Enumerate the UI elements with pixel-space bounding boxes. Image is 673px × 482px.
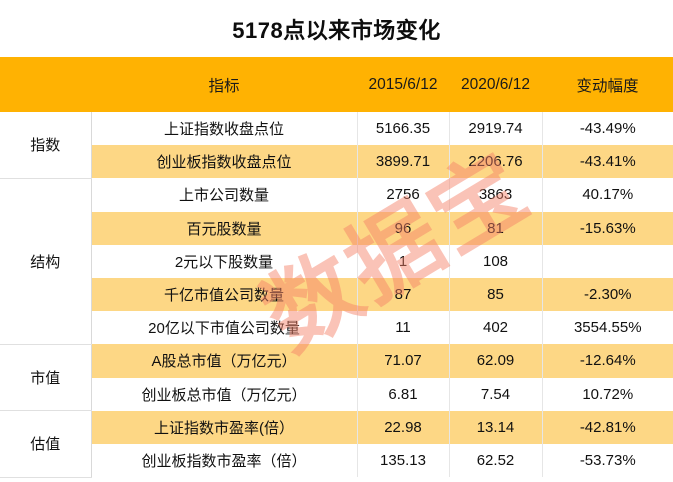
cell-indicator: 创业板指数市盈率（倍） (91, 443, 358, 478)
cell-value-2020: 7.54 (449, 377, 543, 411)
column-header-2020: 2020/6/12 (449, 57, 542, 112)
cell-value-2015: 3899.71 (357, 145, 450, 179)
cell-value-2020: 108 (449, 244, 543, 278)
cell-indicator: 上证指数收盘点位 (91, 112, 358, 146)
cell-indicator: 20亿以下市值公司数量 (91, 311, 358, 345)
cell-indicator: 上市公司数量 (91, 178, 358, 212)
cell-value-2015: 96 (357, 211, 450, 245)
cell-value-2015: 22.98 (357, 410, 450, 444)
page-title: 5178点以来市场变化 (232, 17, 441, 43)
table-row: 市值 A股总市值（万亿元） 71.07 62.09 -12.64% (0, 344, 673, 412)
title-area: 5178点以来市场变化 (0, 0, 673, 57)
cell-change: -43.41% (542, 145, 673, 179)
cell-value-2020: 81 (449, 211, 543, 245)
cell-change: -2.30% (542, 277, 673, 312)
cell-change: -42.81% (542, 410, 673, 444)
cell-value-2015: 2756 (357, 178, 450, 212)
cell-indicator: 千亿市值公司数量 (91, 277, 358, 312)
row-group-label-2: 结构 (0, 178, 92, 345)
cell-value-2020: 13.14 (449, 410, 543, 444)
cell-value-2015: 135.13 (357, 443, 450, 478)
table-header: 指标 2015/6/12 2020/6/12 变动幅度 (0, 57, 673, 112)
cell-value-2015: 71.07 (357, 344, 450, 378)
table-row: 创业板指数市盈率（倍） 135.13 62.52 -53.73% (0, 443, 673, 478)
cell-change: -15.63% (542, 211, 673, 245)
cell-value-2020: 3863 (449, 178, 543, 212)
table-row: 创业板总市值（万亿元） 6.81 7.54 10.72% (0, 377, 673, 411)
cell-value-2020: 85 (449, 277, 543, 312)
table-body: 指数 上证指数收盘点位 5166.35 2919.74 -43.49% 创业板指数收盘点位… (0, 112, 673, 478)
row-group-label-7: 市值 (0, 344, 92, 412)
cell-change (542, 244, 673, 278)
cell-change: -12.64% (542, 344, 673, 378)
table-row: 指数 上证指数收盘点位 5166.35 2919.74 -43.49% (0, 112, 673, 179)
cell-value-2015: 11 (357, 311, 450, 345)
cell-indicator: 2元以下股数量 (91, 244, 358, 278)
cell-change: -53.73% (542, 443, 673, 478)
cell-change: 3554.55% (542, 311, 673, 345)
cell-change: 40.17% (542, 178, 673, 212)
table-row: 2元以下股数量 1 108 (0, 244, 673, 278)
table-row: 千亿市值公司数量 87 85 -2.30% (0, 277, 673, 312)
table-row: 创业板指数收盘点位 3899.71 2206.76 -43.41% (0, 145, 673, 179)
cell-value-2020: 62.09 (449, 344, 543, 378)
cell-indicator: 百元股数量 (91, 211, 358, 245)
cell-value-2015: 5166.35 (357, 112, 450, 146)
column-header-2015: 2015/6/12 (357, 57, 449, 112)
cell-value-2020: 402 (449, 311, 543, 345)
column-header-category (0, 57, 91, 112)
table-row: 估值 上证指数市盈率(倍） 22.98 13.14 -42.81% (0, 410, 673, 478)
column-header-change: 变动幅度 (542, 57, 673, 112)
cell-value-2020: 62.52 (449, 443, 543, 478)
cell-value-2020: 2919.74 (449, 112, 543, 146)
table-header-row: 指标 2015/6/12 2020/6/12 变动幅度 (0, 57, 673, 112)
table-row: 结构 上市公司数量 2756 3863 40.17% (0, 178, 673, 345)
cell-value-2020: 2206.76 (449, 145, 543, 179)
column-header-indicator: 指标 (91, 57, 357, 112)
market-change-table: 指标 2015/6/12 2020/6/12 变动幅度 指数 上证指数收盘点位 51… (0, 57, 673, 478)
table-row: 百元股数量 96 81 -15.63% (0, 211, 673, 245)
table-row: 20亿以下市值公司数量 11 402 3554.55% (0, 311, 673, 345)
row-group-label-0: 指数 (0, 112, 92, 179)
cell-indicator: A股总市值（万亿元） (91, 344, 358, 378)
cell-change: -43.49% (542, 112, 673, 146)
cell-change: 10.72% (542, 377, 673, 411)
cell-value-2015: 6.81 (357, 377, 450, 411)
cell-indicator: 上证指数市盈率(倍） (91, 410, 358, 444)
cell-indicator: 创业板指数收盘点位 (91, 145, 358, 179)
row-group-label-9: 估值 (0, 410, 92, 478)
cell-value-2015: 1 (357, 244, 450, 278)
cell-indicator: 创业板总市值（万亿元） (91, 377, 358, 411)
cell-value-2015: 87 (357, 277, 450, 312)
